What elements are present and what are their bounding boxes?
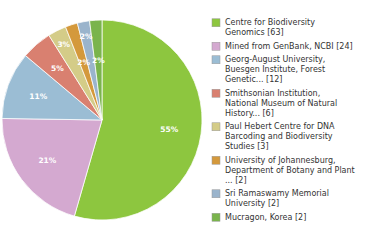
legend-label: Georg-August University,Buesgen Institut… [225, 55, 325, 84]
legend-label-line: University of Johannesburg, [225, 156, 336, 165]
legend-label: Sri Ramaswamy MemorialUniversity [2] [225, 189, 329, 208]
legend-label-line: Genetic... [12] [225, 75, 282, 84]
legend-swatch [212, 213, 220, 221]
data-labels: 55%21%11%5%3%2%2%2% [29, 32, 178, 165]
legend-swatch [212, 56, 220, 64]
legend-label-line: Paul Hebert Centre for DNA [225, 122, 335, 131]
legend-label: Mucragon, Korea [2] [225, 213, 306, 222]
legend-label: Smithsonian Institution,National Museum … [225, 89, 337, 118]
legend-item: Smithsonian Institution,National Museum … [212, 89, 337, 118]
legend-label-line: Buesgen Institute, Forest [225, 65, 325, 74]
legend-item: Georg-August University,Buesgen Institut… [212, 55, 325, 84]
legend-label-line: National Museum of Natural [225, 99, 337, 108]
legend-label-line: Genomics [63] [225, 28, 284, 37]
legend-swatch [212, 123, 220, 131]
data-label: 2% [80, 32, 93, 41]
legend-label-line: Department of Botany and Plant [225, 166, 355, 175]
legend-item: Sri Ramaswamy MemorialUniversity [2] [212, 189, 329, 208]
pie-slice [2, 118, 102, 216]
legend-label: Paul Hebert Centre for DNABarcoding and … [225, 122, 335, 151]
legend-item: Centre for BiodiversityGenomics [63] [212, 18, 315, 37]
legend-swatch [212, 190, 220, 198]
legend-label-line: Studies [3] [225, 142, 269, 151]
data-label: 2% [77, 58, 90, 67]
legend-swatch [212, 19, 220, 27]
legend-swatch [212, 89, 220, 97]
legend-item: Mucragon, Korea [2] [212, 213, 306, 222]
legend-label-line: Centre for Biodiversity [225, 18, 315, 27]
legend-label-line: Georg-August University, [225, 55, 325, 64]
data-label: 3% [57, 40, 70, 49]
data-label: 21% [38, 156, 56, 165]
pie [2, 20, 202, 220]
legend-label-line: Sri Ramaswamy Memorial [225, 189, 329, 198]
legend-label-line: Mined from GenBank, NCBI [24] [225, 42, 353, 51]
pie-slice [77, 21, 102, 120]
chart: 55%21%11%5%3%2%2%2%Centre for Biodiversi… [0, 0, 380, 240]
legend: Centre for BiodiversityGenomics [63] Mine… [212, 18, 355, 222]
data-label: 55% [160, 125, 178, 134]
data-label: 11% [29, 92, 47, 101]
legend-label-line: Mucragon, Korea [2] [225, 213, 306, 222]
legend-label: University of Johannesburg,Department of… [225, 156, 355, 185]
legend-item: Paul Hebert Centre for DNABarcoding and … [212, 122, 335, 151]
legend-label-line: ... [2] [225, 176, 247, 185]
legend-label-line: Smithsonian Institution, [225, 89, 320, 98]
legend-label: Centre for BiodiversityGenomics [63] [225, 18, 315, 37]
legend-item: Mined from GenBank, NCBI [24] [212, 42, 353, 51]
legend-swatch [212, 42, 220, 50]
legend-item: University of Johannesburg,Department of… [212, 156, 355, 185]
legend-label: Mined from GenBank, NCBI [24] [225, 42, 353, 51]
legend-label-line: Barcoding and Biodiversity [225, 132, 333, 141]
legend-swatch [212, 156, 220, 164]
legend-label-line: University [2] [225, 199, 279, 208]
data-label: 2% [92, 56, 105, 65]
data-label: 5% [51, 64, 64, 73]
legend-label-line: History... [6] [225, 109, 274, 118]
